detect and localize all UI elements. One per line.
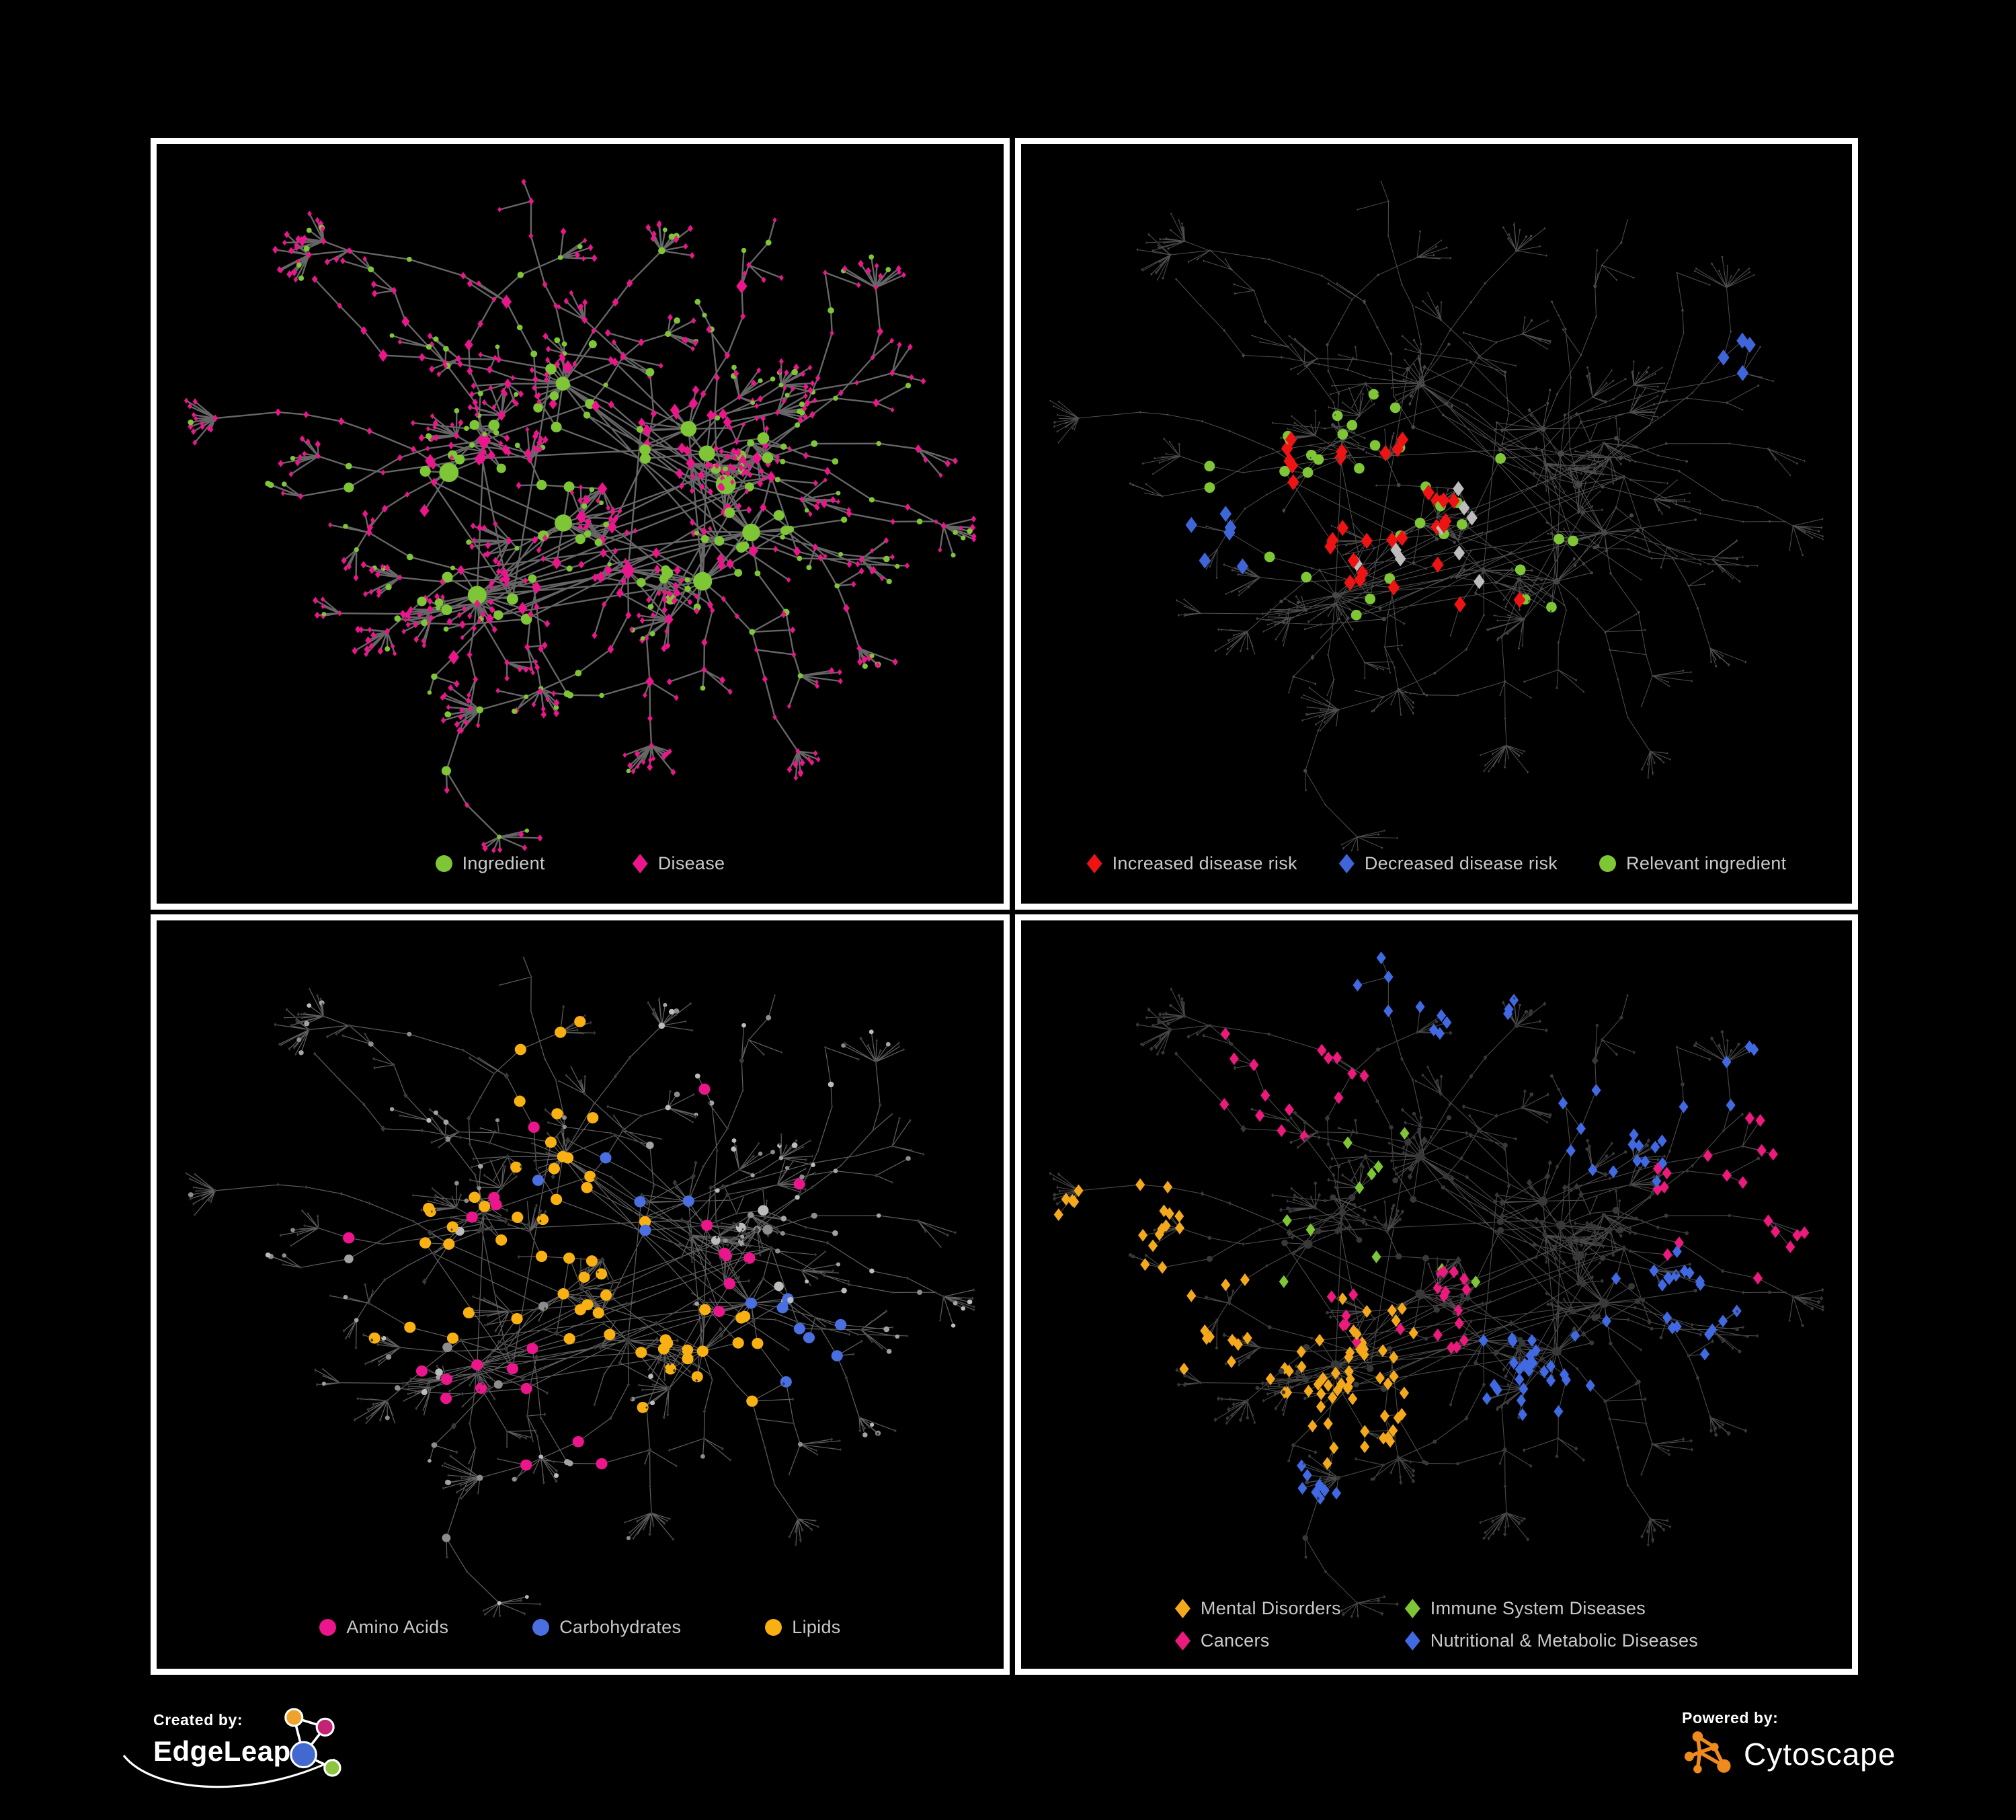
panel-disease-risk-network: Increased disease risk Decreased disease … bbox=[1015, 138, 1858, 910]
legend-nutrient-classes: Amino Acids Carbohydrates Lipids bbox=[157, 1617, 1004, 1638]
created-by-label: Created by: bbox=[153, 1711, 243, 1729]
legend-circle-marker-icon bbox=[532, 1619, 550, 1636]
legend-label: Relevant ingredient bbox=[1626, 853, 1787, 873]
legend-label: Decreased disease risk bbox=[1364, 853, 1558, 873]
legend-diamond-marker-icon bbox=[1174, 1599, 1191, 1618]
legend-item-carbohydrates: Carbohydrates bbox=[532, 1617, 681, 1638]
legend-circle-marker-icon bbox=[319, 1619, 337, 1636]
legend-circle-marker-icon bbox=[435, 855, 452, 872]
legend-ingredient-disease: Ingredient Disease bbox=[157, 853, 1004, 874]
edgeleap-logo-text: EdgeLeap bbox=[153, 1735, 291, 1767]
legend-label: Carbohydrates bbox=[559, 1617, 682, 1637]
legend-label: Immune System Diseases bbox=[1430, 1598, 1646, 1618]
legend-item-immune-system-diseases: Immune System Diseases bbox=[1404, 1598, 1698, 1619]
legend-label: Mental Disorders bbox=[1200, 1598, 1341, 1618]
legend-label: Ingredient bbox=[462, 853, 545, 873]
legend-diamond-marker-icon bbox=[1404, 1631, 1420, 1651]
legend-item-nutritional-metabolic-diseases: Nutritional & Metabolic Diseases bbox=[1404, 1630, 1699, 1651]
legend-item-decreased-disease-risk: Decreased disease risk bbox=[1338, 853, 1558, 874]
legend-label: Cancers bbox=[1200, 1630, 1270, 1651]
legend-diamond-marker-icon bbox=[1086, 854, 1102, 873]
cytoscape-logo-icon bbox=[1684, 1731, 1731, 1774]
panel-ingredient-disease-network: Ingredient Disease bbox=[151, 138, 1010, 910]
legend-item-cancers: Cancers bbox=[1174, 1630, 1341, 1651]
legend-item-lipids: Lipids bbox=[765, 1617, 840, 1638]
powered-by-block: Powered by: Cytoscape bbox=[1682, 1709, 1978, 1810]
panel-nutrient-class-network: Amino Acids Carbohydrates Lipids bbox=[151, 914, 1010, 1675]
network-graph-disease-risk bbox=[1049, 180, 1824, 852]
legend-label: Increased disease risk bbox=[1112, 853, 1297, 873]
legend-item-ingredient: Ingredient bbox=[435, 853, 545, 874]
legend-disease-risk: Increased disease risk Decreased disease … bbox=[1021, 853, 1852, 874]
network-graph-disease-categories bbox=[1049, 951, 1824, 1618]
legend-item-relevant-ingredient: Relevant ingredient bbox=[1599, 853, 1786, 874]
legend-label: Disease bbox=[657, 853, 725, 873]
network-graph-ingredient-disease bbox=[184, 178, 977, 854]
panel-disease-category-network: Mental Disorders Immune System Diseases Ca… bbox=[1015, 914, 1858, 1675]
legend-item-increased-disease-risk: Increased disease risk bbox=[1086, 853, 1297, 874]
legend-label: Nutritional & Metabolic Diseases bbox=[1430, 1630, 1699, 1651]
legend-diamond-marker-icon bbox=[1174, 1631, 1191, 1651]
cytoscape-logo-text: Cytoscape bbox=[1744, 1737, 1896, 1772]
created-by-block: Created by: EdgeLeap bbox=[122, 1708, 449, 1819]
legend-circle-marker-icon bbox=[1599, 855, 1617, 872]
legend-label: Lipids bbox=[792, 1617, 841, 1637]
powered-by-label: Powered by: bbox=[1682, 1709, 1779, 1727]
legend-disease-categories: Mental Disorders Immune System Diseases Ca… bbox=[1021, 1598, 1852, 1651]
legend-label: Amino Acids bbox=[346, 1617, 449, 1637]
legend-item-disease: Disease bbox=[632, 853, 725, 874]
legend-item-mental-disorders: Mental Disorders bbox=[1174, 1598, 1341, 1619]
edgeleap-swoosh-icon bbox=[122, 1755, 335, 1788]
edgeleap-logo-icon bbox=[284, 1708, 341, 1777]
legend-circle-marker-icon bbox=[765, 1619, 782, 1636]
network-graph-nutrient-classes bbox=[185, 956, 975, 1618]
legend-diamond-marker-icon bbox=[1404, 1599, 1420, 1618]
legend-diamond-marker-icon bbox=[1338, 854, 1355, 873]
legend-diamond-marker-icon bbox=[632, 854, 648, 873]
legend-item-amino-acids: Amino Acids bbox=[319, 1617, 448, 1638]
